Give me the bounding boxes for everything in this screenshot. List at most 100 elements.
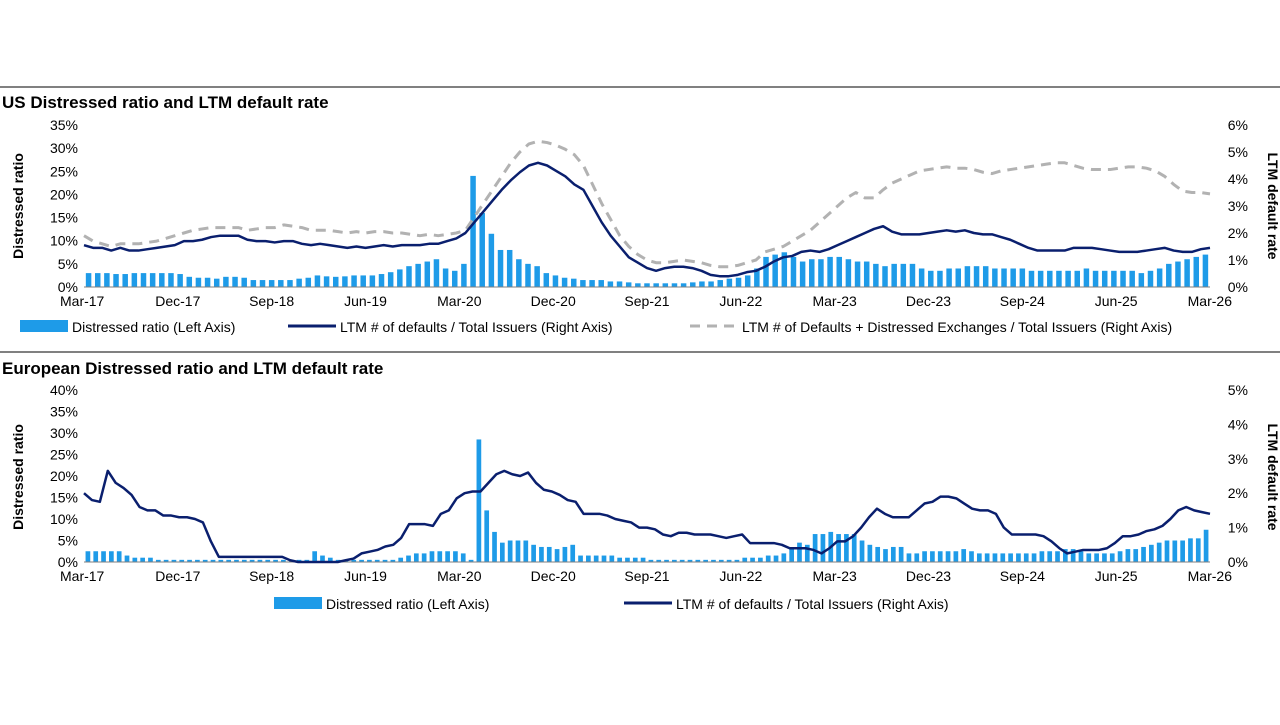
eu-distressed-bar — [1195, 538, 1201, 562]
us-distressed-bar — [177, 274, 183, 287]
eu-distressed-bar — [789, 549, 794, 562]
eu-distressed-bar — [101, 551, 106, 562]
eu-distressed-bar — [421, 553, 427, 562]
us-legend-bar-label: Distressed ratio (Left Axis) — [72, 319, 235, 335]
eu-distressed-bar — [492, 531, 497, 562]
eu-distressed-bar — [195, 559, 200, 562]
eu-distressed-bar — [570, 544, 576, 562]
eu-distressed-bar — [781, 553, 787, 562]
eu-distressed-bar — [765, 555, 771, 562]
us-distressed-bar — [1047, 270, 1053, 287]
us-distressed-bar — [900, 263, 907, 287]
eu-right-tick-label: 2% — [1228, 485, 1248, 501]
eu-distressed-bar — [844, 534, 849, 562]
eu-distressed-bar — [1078, 551, 1084, 562]
us-right-tick-label: 5% — [1228, 144, 1248, 160]
eu-distressed-bar — [484, 510, 490, 562]
eu-distressed-bar — [578, 555, 583, 562]
us-distressed-bar — [955, 268, 961, 287]
us-distressed-bar — [772, 254, 778, 287]
eu-distressed-bar — [742, 557, 748, 562]
eu-distressed-bar — [124, 555, 130, 562]
us-distressed-bar — [543, 273, 550, 287]
eu-distressed-bar — [429, 551, 435, 562]
us-distressed-bar — [268, 280, 275, 287]
us-distressed-bar — [186, 276, 193, 287]
eu-distressed-bar — [281, 559, 286, 562]
eu-x-axis-ticks: Mar-17 Dec-17 Sep-18 Jun-19 Mar-20 Dec-20 Sep-… — [60, 568, 1232, 584]
us-distressed-bar — [1193, 256, 1200, 287]
us-chart: US Distressed ratio and LTM default rate… — [2, 93, 1280, 335]
eu-distressed-bar — [382, 559, 388, 562]
eu-distressed-bar — [672, 559, 677, 562]
eu-x-tick-label: Mar-23 — [812, 568, 857, 584]
us-right-axis-title: LTM default rate — [1265, 152, 1280, 259]
eu-distressed-bar — [664, 559, 669, 562]
eu-distressed-bar — [116, 551, 122, 562]
eu-distressed-bar — [390, 559, 396, 562]
us-distressed-bar — [635, 283, 641, 287]
us-x-tick-label: Jun-19 — [344, 293, 387, 309]
eu-distressed-bar — [797, 542, 802, 562]
us-distressed-bar — [625, 282, 632, 287]
eu-distressed-bar — [1008, 553, 1013, 562]
us-distressed-bar — [104, 273, 110, 287]
eu-distressed-bar — [703, 559, 708, 562]
eu-ltm-defaults-line — [83, 469, 1211, 564]
eu-distressed-bar — [820, 534, 826, 562]
eu-distressed-bar — [632, 557, 638, 562]
eu-distressed-bar — [804, 544, 810, 562]
eu-distressed-bar — [1133, 549, 1139, 562]
us-distressed-bar — [891, 263, 897, 287]
eu-x-tick-label: Sep-21 — [624, 568, 669, 584]
us-distressed-bar — [809, 259, 815, 287]
us-distressed-bar — [433, 259, 440, 287]
us-distressed-bar — [552, 275, 559, 287]
eu-distressed-bar — [468, 559, 474, 562]
eu-right-tick-label: 1% — [1228, 520, 1248, 536]
us-x-tick-label: Sep-24 — [1000, 293, 1045, 309]
eu-distressed-bar — [906, 553, 912, 562]
eu-distressed-bar — [187, 559, 192, 562]
eu-left-tick-label: 10% — [50, 511, 78, 527]
eu-distressed-bar — [445, 551, 450, 562]
eu-x-tick-label: Sep-18 — [249, 568, 294, 584]
eu-distressed-bar — [758, 557, 763, 562]
us-distressed-bar — [854, 261, 861, 287]
us-distressed-bar — [305, 277, 312, 287]
eu-x-tick-label: Dec-20 — [531, 568, 576, 584]
eu-distressed-bar — [875, 546, 881, 562]
us-distressed-bar — [754, 268, 760, 287]
us-distressed-bar — [827, 256, 833, 287]
eu-distressed-bar — [413, 553, 419, 562]
eu-distressed-bar — [1031, 553, 1037, 562]
eu-distressed-bar — [1117, 551, 1123, 562]
eu-distressed-bar — [1039, 551, 1045, 562]
eu-distressed-bar — [726, 559, 732, 562]
eu-distressed-bar — [140, 557, 145, 562]
us-distressed-bar — [1166, 263, 1172, 287]
eu-x-tick-label: Dec-17 — [155, 568, 200, 584]
eu-distressed-bar — [523, 540, 529, 562]
eu-right-tick-label: 4% — [1228, 416, 1248, 432]
us-distressed-bar — [149, 273, 156, 287]
eu-legend: Distressed ratio (Left Axis) LTM # of de… — [274, 596, 949, 612]
eu-distressed-bar — [773, 555, 779, 562]
us-left-axis-title: Distressed ratio — [10, 153, 26, 259]
eu-left-axis-title: Distressed ratio — [10, 424, 26, 530]
eu-distressed-bar — [109, 551, 114, 562]
us-distressed-bar — [1147, 270, 1154, 287]
eu-distressed-bar — [226, 559, 231, 562]
us-distressed-bar — [928, 270, 934, 287]
us-distressed-bar — [232, 276, 238, 287]
eu-chart: European Distressed ratio and LTM defaul… — [2, 359, 1280, 612]
us-distressed-bar — [296, 278, 302, 287]
eu-left-tick-label: 35% — [50, 404, 78, 420]
eu-right-axis-title: LTM default rate — [1265, 423, 1280, 530]
us-distressed-bar — [1120, 270, 1126, 287]
us-distressed-bar — [442, 268, 449, 287]
eu-distressed-bar — [398, 557, 404, 562]
eu-distressed-bar — [625, 557, 630, 562]
us-left-tick-label: 30% — [50, 140, 78, 156]
eu-distressed-bar — [859, 540, 865, 562]
